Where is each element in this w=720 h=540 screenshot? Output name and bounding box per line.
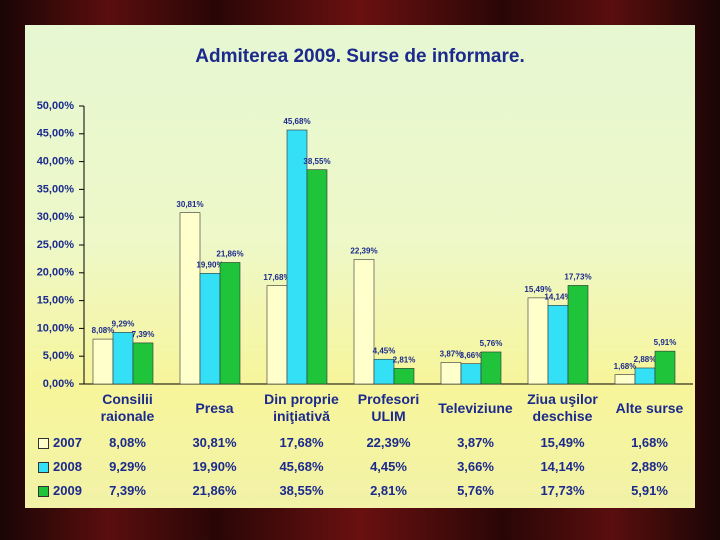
table-value: 17,73% (540, 482, 585, 498)
y-tick-label: 0,00% (43, 378, 74, 390)
data-label: 38,55% (303, 157, 330, 166)
bar (199, 273, 221, 385)
bar (654, 350, 676, 385)
legend-swatch (38, 461, 49, 473)
x-tick-label: Ziua uşilor deschise (527, 391, 598, 424)
corner-cell (30, 386, 84, 430)
y-tick-label: 10,00% (37, 322, 75, 334)
bar (266, 285, 288, 385)
table-value: 38,55% (279, 482, 324, 498)
bar (393, 368, 415, 385)
table-value: 3,87% (457, 434, 494, 450)
table-value: 22,39% (366, 434, 411, 450)
x-tick-label: Televiziune (438, 399, 513, 416)
y-tick-label: 15,00% (37, 295, 75, 307)
table-value: 5,91% (631, 482, 668, 498)
table-value: 4,45% (370, 458, 407, 474)
bar (440, 362, 462, 385)
table-value: 21,86% (192, 482, 237, 498)
data-label: 1,68% (614, 362, 637, 371)
chart-title: Admiterea 2009. Surse de informare. (195, 46, 524, 67)
legend-label: 2008 (53, 458, 82, 474)
bar (353, 259, 375, 385)
table-value: 45,68% (279, 458, 324, 474)
table-value: 30,81% (192, 434, 237, 450)
y-tick-label: 25,00% (37, 239, 75, 251)
category-row: Consilii raionale Presa Din proprie iniţia… (30, 386, 693, 430)
bar (219, 262, 241, 385)
data-label: 19,90% (196, 260, 223, 269)
data-label: 3,87% (440, 350, 463, 359)
table-value: 17,68% (279, 434, 324, 450)
data-label: 15,49% (524, 285, 551, 294)
y-tick-label: 20,00% (37, 267, 75, 279)
data-label: 2,81% (393, 355, 416, 364)
data-label: 45,68% (283, 117, 310, 126)
data-label: 4,45% (373, 346, 396, 355)
data-label: 3,66% (460, 351, 483, 360)
x-tick-label: Consilii raionale (100, 391, 155, 424)
table-value: 5,76% (457, 482, 494, 498)
table-value: 19,90% (192, 458, 237, 474)
table-value: 1,68% (631, 434, 668, 450)
table-value: 15,49% (540, 434, 585, 450)
bar (614, 374, 636, 385)
bar (179, 212, 201, 385)
data-label: 14,14% (544, 292, 571, 301)
bar (547, 305, 569, 385)
table-value: 2,88% (631, 458, 668, 474)
legend-entry: 2009 (30, 478, 84, 502)
legend-entry: 2007 (30, 430, 84, 454)
data-label: 9,29% (112, 319, 135, 328)
data-label: 21,86% (216, 250, 243, 259)
bar (132, 342, 154, 385)
data-label: 7,39% (132, 330, 155, 339)
series-row: 2007 8,08% 30,81% 17,68% 22,39% 3,87% 15,49% 1,… (30, 430, 693, 454)
x-tick-label: Din proprie iniţiativă (264, 391, 339, 424)
y-tick-label: 45,00% (37, 128, 75, 140)
data-label: 30,81% (176, 200, 203, 209)
data-label: 17,73% (564, 273, 591, 282)
y-tick-label: 35,00% (37, 183, 75, 195)
series-row: 2008 9,29% 19,90% 45,68% 4,45% 3,66% 14,14% 2,8… (30, 454, 693, 478)
bar (286, 129, 308, 385)
legend-swatch (38, 485, 49, 497)
table-value: 2,81% (370, 482, 407, 498)
data-label: 8,08% (92, 326, 115, 335)
table-value: 3,66% (457, 458, 494, 474)
x-tick-label: Profesori ULIM (357, 391, 420, 424)
x-tick-label: Alte surse (615, 399, 684, 416)
y-tick-label: 5,00% (43, 350, 74, 362)
data-table: Consilii raionale Presa Din proprie iniţia… (30, 386, 693, 502)
y-tick-label: 40,00% (37, 156, 75, 168)
data-label: 2,88% (634, 355, 657, 364)
bar (92, 338, 114, 385)
legend-entry: 2008 (30, 454, 84, 478)
bar (480, 351, 502, 385)
y-tick-label: 30,00% (37, 211, 75, 223)
legend-label: 2007 (53, 434, 82, 450)
legend-label: 2009 (53, 482, 82, 498)
bar (567, 285, 589, 385)
bar (460, 363, 482, 385)
x-tick-label: Presa (195, 399, 234, 416)
y-tick-label: 50,00% (37, 100, 75, 112)
bar (527, 297, 549, 385)
data-label: 5,76% (480, 339, 503, 348)
table-value: 14,14% (540, 458, 585, 474)
legend-swatch (38, 437, 49, 449)
table-value: 8,08% (109, 434, 146, 450)
bar (306, 169, 328, 385)
table-value: 9,29% (109, 458, 146, 474)
data-label: 17,68% (263, 273, 290, 282)
bar (112, 332, 134, 385)
data-label: 22,39% (350, 247, 377, 256)
series-row: 2009 7,39% 21,86% 38,55% 2,81% 5,76% 17,73% 5,9… (30, 478, 693, 502)
bar (373, 358, 395, 385)
table-value: 7,39% (109, 482, 146, 498)
bar (634, 367, 656, 385)
data-label: 5,91% (654, 338, 677, 347)
